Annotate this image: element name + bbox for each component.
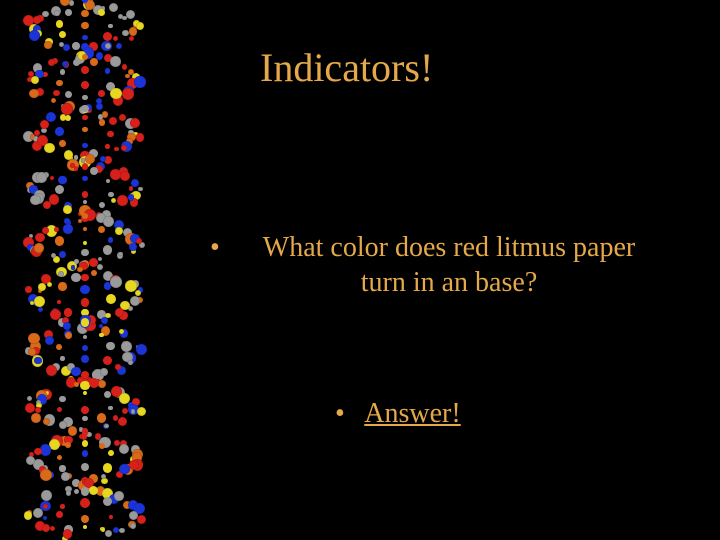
bullet-icon: •	[210, 230, 238, 300]
question-block: • What color does red litmus paper turn …	[210, 230, 700, 300]
answer-link[interactable]: Answer!	[364, 398, 460, 429]
question-text: What color does red litmus paper turn in…	[238, 230, 700, 300]
answer-block: • Answer!	[335, 398, 461, 430]
slide-content: Indicators! • What color does red litmus…	[170, 0, 720, 540]
bullet-icon: •	[335, 398, 345, 429]
slide-title: Indicators!	[260, 44, 433, 91]
dna-helix-illustration	[0, 0, 170, 540]
